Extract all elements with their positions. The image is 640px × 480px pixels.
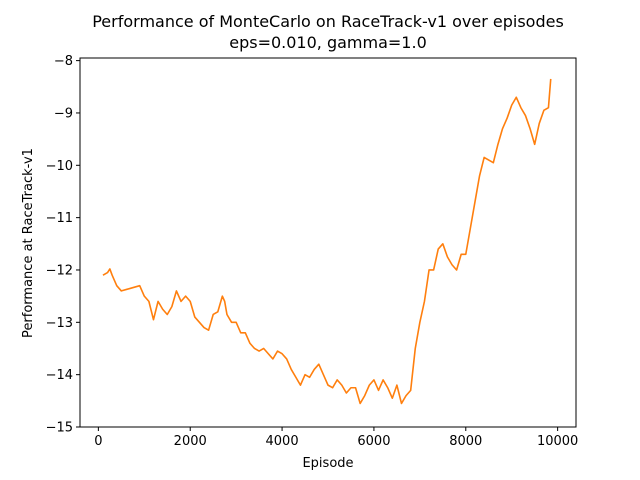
series-line-0 — [102, 78, 552, 405]
y-tick-label: −13 — [46, 316, 73, 331]
y-tick-label: −9 — [54, 106, 73, 121]
y-tick-label: −10 — [46, 159, 73, 174]
x-tick-label: 10000 — [537, 434, 578, 449]
x-axis-label: Episode — [302, 456, 353, 471]
y-tick-label: −14 — [46, 368, 73, 383]
y-tick-label: −15 — [46, 421, 73, 436]
plot-frame — [79, 57, 577, 428]
y-tick-label: −12 — [46, 263, 73, 278]
x-tick-label: 4000 — [266, 434, 299, 449]
x-tick-label: 0 — [94, 434, 102, 449]
chart-subtitle: eps=0.010, gamma=1.0 — [229, 33, 427, 52]
ticks-layer: 0 2000 4000 6000 8000 10000 −15 −14 −13 −12 −11 −10… — [46, 54, 579, 449]
y-tick-label: −11 — [46, 211, 73, 226]
x-tick-label: 8000 — [449, 434, 482, 449]
y-axis-label: Performance at RaceTrack-v1 — [21, 148, 36, 338]
y-tick-label: −8 — [54, 54, 73, 69]
chart-title: Performance of MonteCarlo on RaceTrack-v… — [92, 12, 564, 31]
x-tick-label: 2000 — [174, 434, 207, 449]
x-tick-label: 6000 — [357, 434, 390, 449]
series-layer — [102, 78, 552, 405]
